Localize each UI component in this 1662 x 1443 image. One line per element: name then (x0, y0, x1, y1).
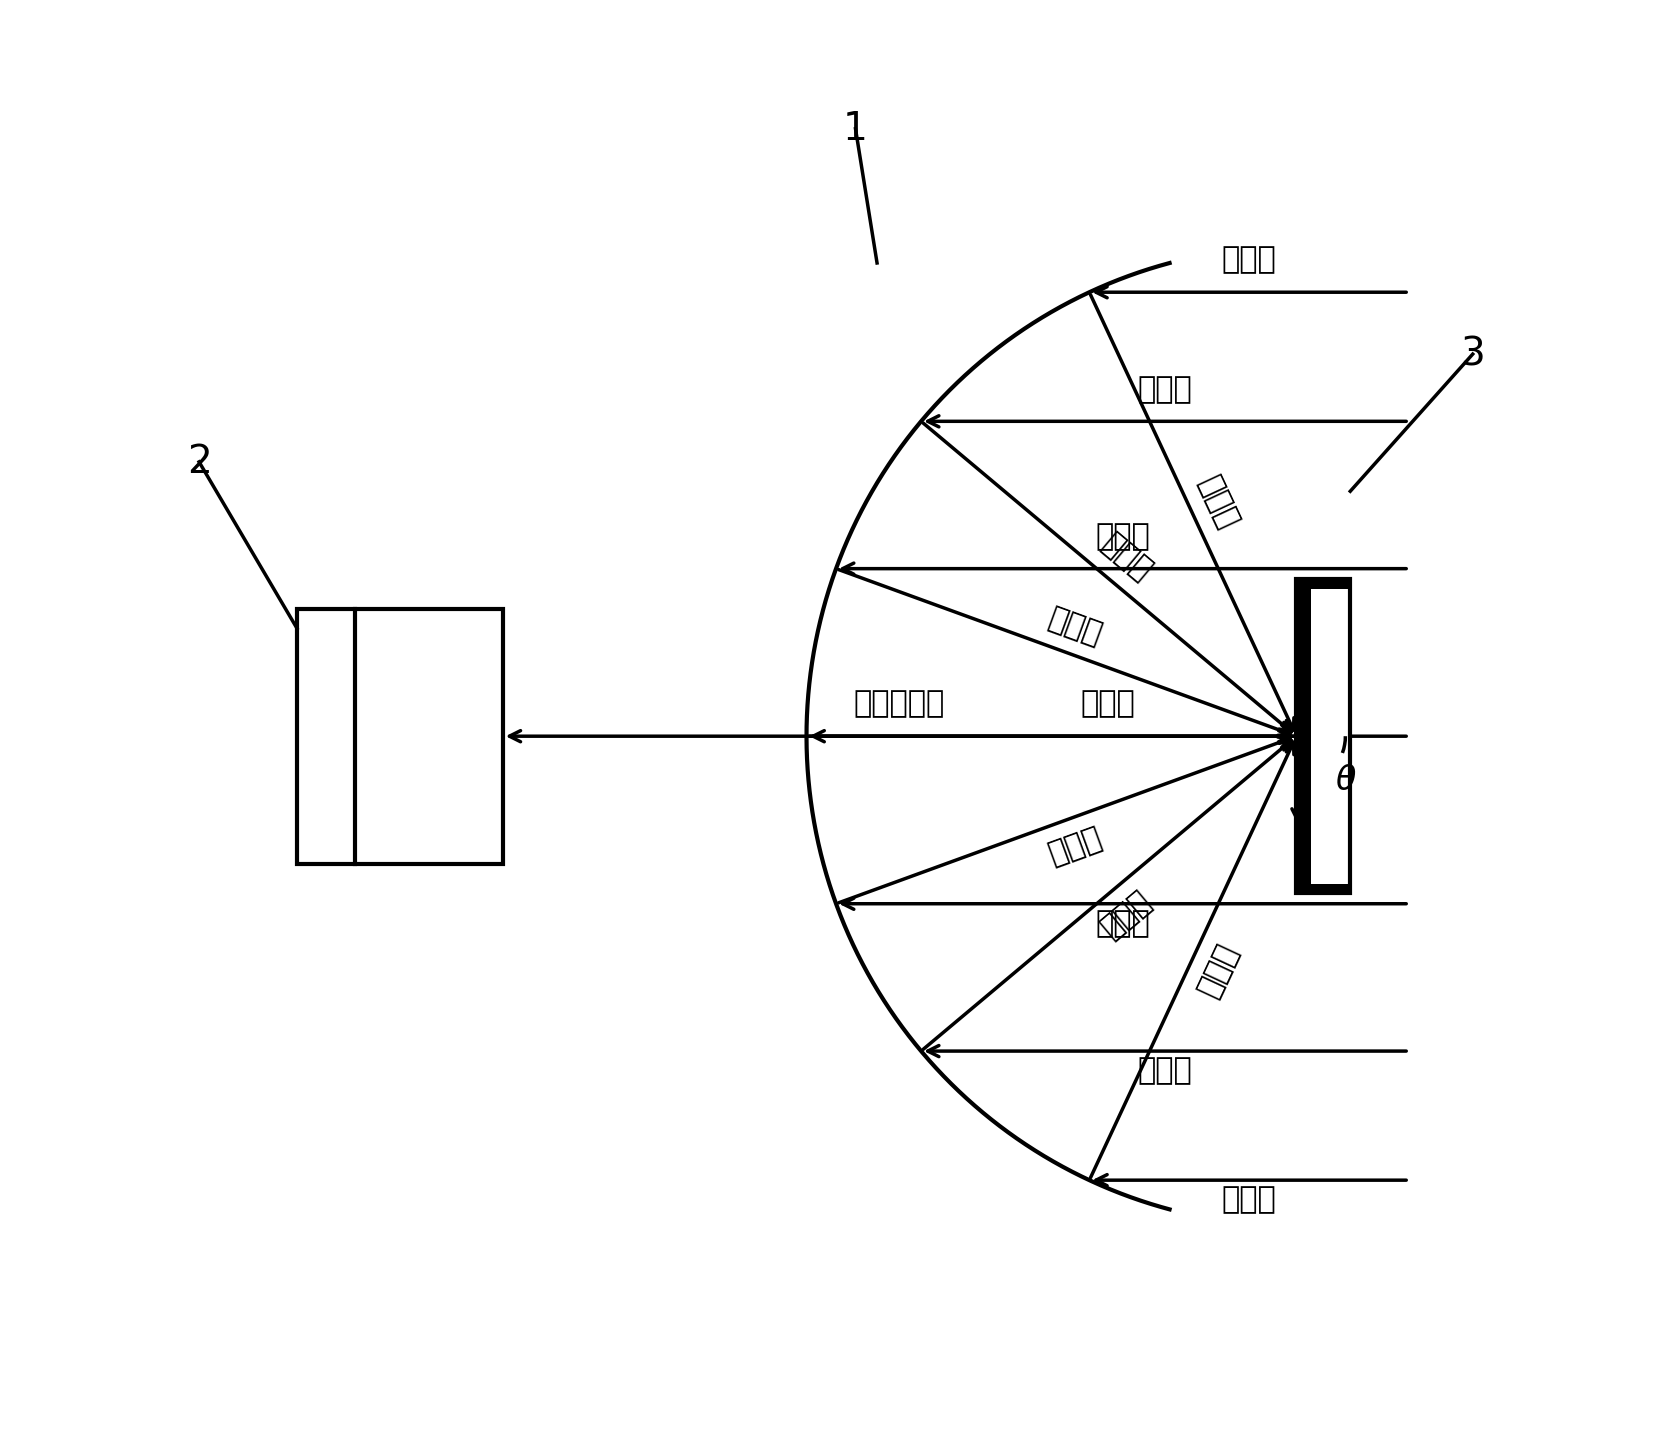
Text: 探测接受光: 探测接受光 (854, 690, 946, 719)
Text: 反射光: 反射光 (1045, 603, 1107, 649)
Text: 2: 2 (186, 443, 211, 481)
Text: 入射光: 入射光 (1095, 909, 1150, 938)
Text: 入射光: 入射光 (1080, 690, 1135, 719)
Text: 入射光: 入射光 (1138, 1056, 1192, 1085)
Text: 反射光: 反射光 (1095, 886, 1157, 944)
Text: 反射光: 反射光 (1193, 939, 1243, 1000)
Text: 入射光: 入射光 (1095, 522, 1150, 551)
Text: 反射光: 反射光 (1193, 472, 1243, 534)
Text: 入射光: 入射光 (1222, 1186, 1276, 1215)
Bar (297, 609, 504, 863)
Bar (1311, 589, 1350, 883)
Bar (1296, 580, 1350, 893)
Text: 入射光: 入射光 (1138, 375, 1192, 404)
Text: 3: 3 (1461, 335, 1486, 374)
Text: 反射光: 反射光 (1095, 530, 1157, 586)
Text: θ: θ (1336, 763, 1356, 797)
Text: 入射光: 入射光 (1222, 245, 1276, 274)
Text: 1: 1 (843, 110, 868, 147)
Text: 反射光: 反射光 (1045, 823, 1107, 869)
Bar (1296, 580, 1350, 893)
